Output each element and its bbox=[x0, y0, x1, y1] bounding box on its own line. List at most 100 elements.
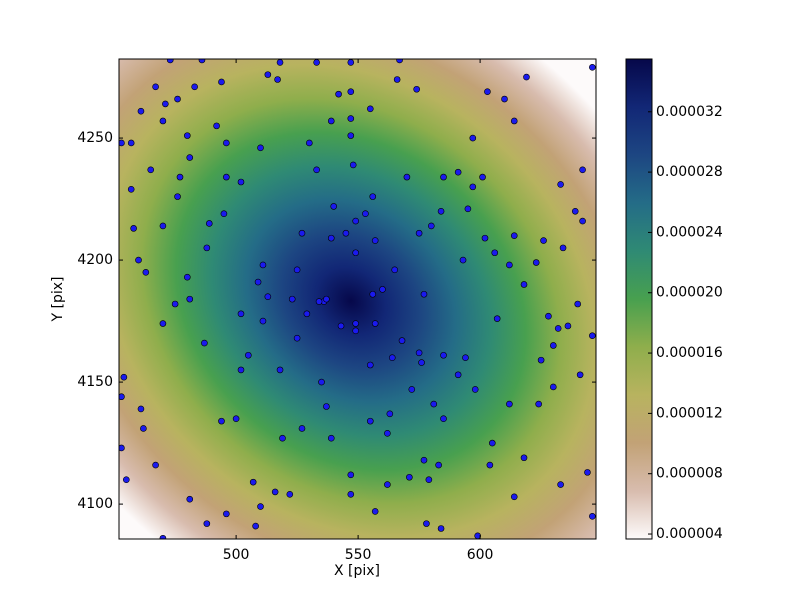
point bbox=[347, 115, 355, 122]
point bbox=[535, 400, 542, 408]
point bbox=[454, 168, 462, 176]
point bbox=[371, 320, 379, 327]
y-tick-label: 4150 bbox=[77, 374, 113, 390]
point bbox=[220, 210, 228, 218]
point bbox=[420, 290, 428, 298]
heatmap-field bbox=[119, 59, 596, 539]
point bbox=[550, 383, 557, 391]
point bbox=[293, 334, 301, 342]
colorbar-tick-label: 0.000016 bbox=[656, 345, 723, 361]
point bbox=[249, 478, 257, 486]
point bbox=[159, 222, 167, 230]
points bbox=[119, 59, 596, 539]
colorbar-tick-label: 0.000020 bbox=[656, 285, 723, 301]
point bbox=[347, 491, 355, 498]
point bbox=[352, 320, 359, 327]
point bbox=[506, 261, 513, 269]
point bbox=[186, 495, 194, 503]
x-tick-label: 550 bbox=[345, 547, 372, 563]
point bbox=[491, 249, 499, 257]
point bbox=[264, 293, 272, 300]
colorbar-tick-label: 0.000004 bbox=[656, 526, 723, 542]
point bbox=[327, 234, 335, 242]
point bbox=[347, 59, 355, 66]
point bbox=[318, 378, 325, 386]
point bbox=[306, 139, 313, 147]
point bbox=[254, 278, 262, 286]
point bbox=[408, 386, 416, 393]
point bbox=[367, 417, 374, 425]
point bbox=[298, 425, 306, 432]
point bbox=[315, 298, 323, 305]
point bbox=[166, 59, 174, 64]
point bbox=[298, 229, 306, 237]
point bbox=[589, 332, 596, 340]
point bbox=[386, 410, 394, 418]
point bbox=[418, 359, 425, 366]
point bbox=[245, 351, 252, 359]
point bbox=[303, 310, 311, 318]
point bbox=[506, 400, 513, 408]
point bbox=[137, 107, 145, 115]
point bbox=[130, 225, 137, 232]
y-tick-label: 4200 bbox=[77, 252, 113, 268]
point bbox=[352, 249, 359, 257]
point bbox=[349, 161, 357, 169]
point bbox=[257, 503, 264, 510]
point bbox=[127, 186, 135, 193]
point bbox=[237, 310, 245, 318]
point bbox=[384, 481, 391, 488]
point bbox=[537, 356, 545, 364]
point bbox=[430, 400, 438, 408]
x-tick-label: 500 bbox=[223, 547, 250, 563]
point bbox=[459, 256, 467, 264]
point bbox=[428, 222, 435, 230]
point bbox=[271, 488, 279, 496]
point bbox=[540, 237, 547, 244]
point bbox=[327, 117, 335, 125]
point bbox=[323, 403, 330, 410]
colorbar-tick-label: 0.000032 bbox=[656, 104, 723, 120]
point bbox=[276, 366, 284, 374]
point bbox=[413, 85, 420, 93]
point bbox=[120, 373, 128, 381]
point bbox=[198, 59, 206, 64]
point bbox=[415, 349, 423, 357]
point bbox=[313, 59, 320, 66]
point bbox=[335, 90, 342, 98]
point bbox=[259, 317, 267, 325]
point bbox=[337, 322, 345, 330]
point bbox=[159, 534, 167, 539]
point bbox=[398, 337, 406, 344]
point bbox=[369, 290, 377, 298]
point bbox=[288, 295, 296, 303]
point bbox=[469, 183, 477, 191]
point bbox=[369, 193, 377, 200]
point bbox=[259, 261, 267, 269]
point bbox=[174, 95, 181, 103]
point bbox=[367, 105, 374, 113]
point bbox=[142, 268, 150, 276]
point bbox=[152, 461, 159, 469]
colorbar bbox=[625, 58, 653, 540]
point bbox=[342, 229, 350, 237]
point bbox=[464, 205, 472, 213]
point bbox=[140, 425, 147, 432]
point bbox=[479, 173, 486, 181]
point bbox=[147, 166, 155, 174]
point bbox=[205, 220, 213, 227]
colorbar-tick-label: 0.000008 bbox=[656, 466, 723, 482]
point bbox=[135, 256, 142, 264]
point bbox=[367, 361, 374, 369]
point bbox=[176, 173, 184, 181]
point bbox=[347, 88, 355, 95]
point bbox=[584, 469, 591, 476]
point bbox=[420, 456, 428, 464]
point bbox=[571, 207, 579, 215]
point bbox=[501, 95, 508, 103]
point bbox=[119, 444, 125, 452]
point bbox=[186, 154, 194, 161]
point bbox=[393, 76, 401, 83]
point bbox=[371, 237, 379, 244]
